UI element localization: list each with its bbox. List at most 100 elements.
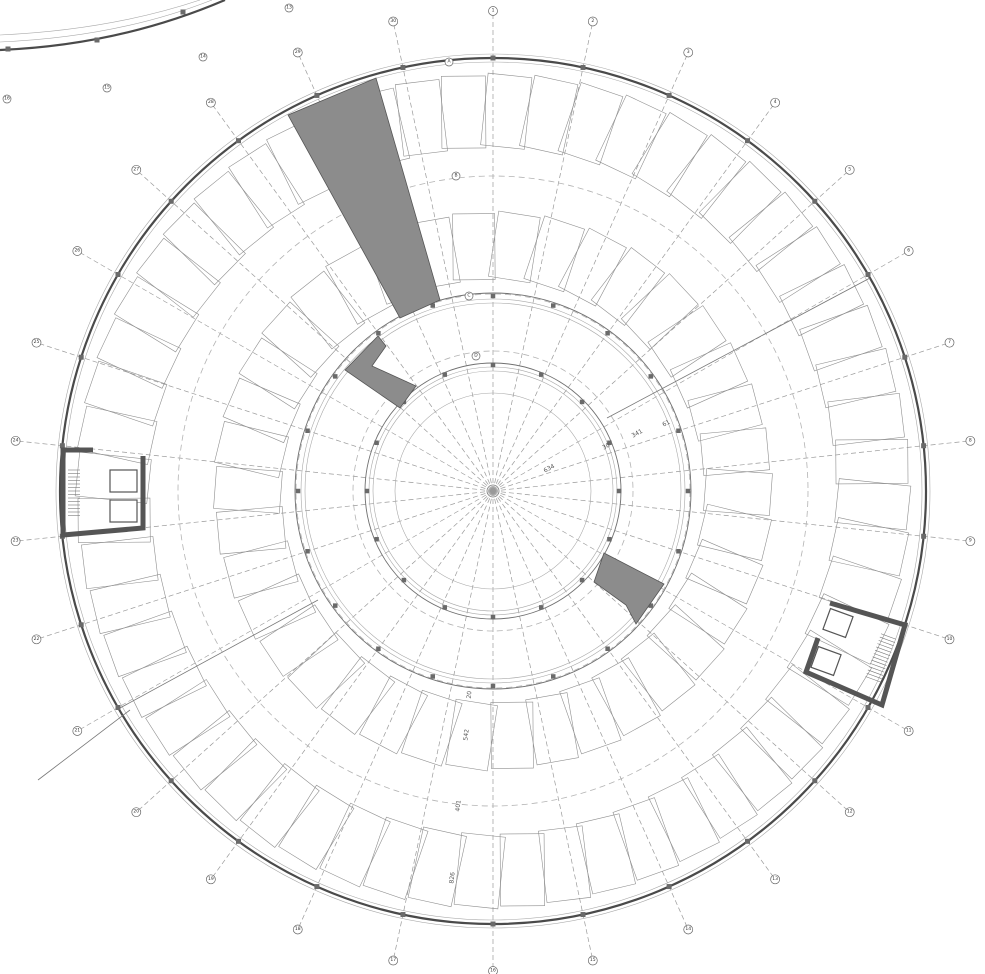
column [374,440,379,446]
dimension-annotations: 341 61 30 634 20 542 401 826 [448,419,671,884]
column [235,838,241,844]
parking-stall [76,405,158,465]
column [430,303,435,308]
parking-stall [445,698,498,772]
dim-61: 61 [661,419,671,429]
column [490,921,496,927]
parking-stall [499,833,545,907]
parking-stall [559,677,622,755]
column [442,605,448,610]
column [59,443,65,449]
parking-stall [740,696,824,780]
parking-stall [590,247,666,326]
axis-label-26: 26 [74,248,80,254]
parking-stall [525,692,579,766]
parking-stall [320,656,396,735]
neighbor-axis-16: 16 [4,96,10,102]
parking-stall [103,610,187,678]
axis-label-bubbles: 1234567891011121314151617181920212223242… [10,6,976,974]
stair-core-west [60,447,146,538]
dim-634: 634 [543,463,557,475]
axis-label-23: 23 [13,538,19,544]
parking-stall [765,664,850,745]
axis-line [492,102,776,492]
parking-stall [452,213,496,281]
stair-tread [868,666,885,673]
column [538,605,544,610]
axis-bubble [587,16,598,27]
axis-label-22: 22 [34,636,40,642]
column [78,622,84,628]
column [305,549,310,554]
axis-label-29: 29 [295,49,301,55]
parking-stall [81,536,159,590]
parking-stall [121,645,207,718]
radial-grid-axes [15,11,971,971]
parking-stall [699,427,770,477]
parking-stall [228,143,305,229]
axis-label-5: 5 [848,166,851,172]
axis-label-19: 19 [208,876,214,882]
column [902,354,908,360]
axis-bubble [31,634,42,645]
parking-stall [488,210,541,284]
axis-label-2: 2 [591,18,594,24]
axis-line [492,250,909,492]
parking-stall [620,273,699,350]
parking-stall [172,709,258,791]
parking-stall [697,503,772,562]
axis-bubble [903,726,914,736]
parking-stall [278,784,355,871]
column [430,674,435,679]
stair-core-east [802,600,909,709]
axis-line [210,102,494,492]
parking-stall [362,816,429,900]
column [305,428,310,433]
parking-stall [394,79,448,157]
parking-stall [84,360,168,427]
axis-label-21: 21 [74,728,80,734]
parking-stall [145,679,231,756]
axis-bubble [388,16,399,27]
parking-stall [261,301,340,378]
column [490,362,496,368]
axis-bubble [10,435,21,446]
axis-line [492,169,850,492]
parking-stall [786,629,873,706]
parking-stall [222,377,301,444]
axis-line [392,21,494,492]
column [442,372,448,377]
parking-stall [612,797,680,881]
axis-bubble [131,164,142,175]
parking-stall [703,468,773,516]
stair-tread [873,653,889,660]
parking-stall [538,825,592,903]
stair-tread [867,669,884,676]
axis-label-7: 7 [948,339,951,345]
parking-stall [698,160,782,244]
neighbor-axis-13: 13 [286,5,292,11]
parking-stall [453,832,506,910]
axis-label-13: 13 [772,876,778,882]
axis-line [492,490,776,880]
stair-tread [870,663,886,670]
stair-tread [871,659,887,666]
parking-stalls [74,72,912,910]
column [865,272,871,277]
parking-stall [77,497,151,543]
ring [394,392,592,590]
axis-line [492,490,850,813]
dim-826: 826 [448,872,456,884]
parking-stall [646,604,725,681]
stair-tread [865,676,881,683]
axis-bubble [10,536,21,547]
axis-bubble [903,246,914,256]
axis-bubble [683,924,694,935]
axis-bubble [844,807,855,818]
ramp-shaft-north [287,77,441,319]
axis-line [492,21,594,492]
column [401,577,407,583]
column [314,92,320,98]
column [235,138,241,144]
